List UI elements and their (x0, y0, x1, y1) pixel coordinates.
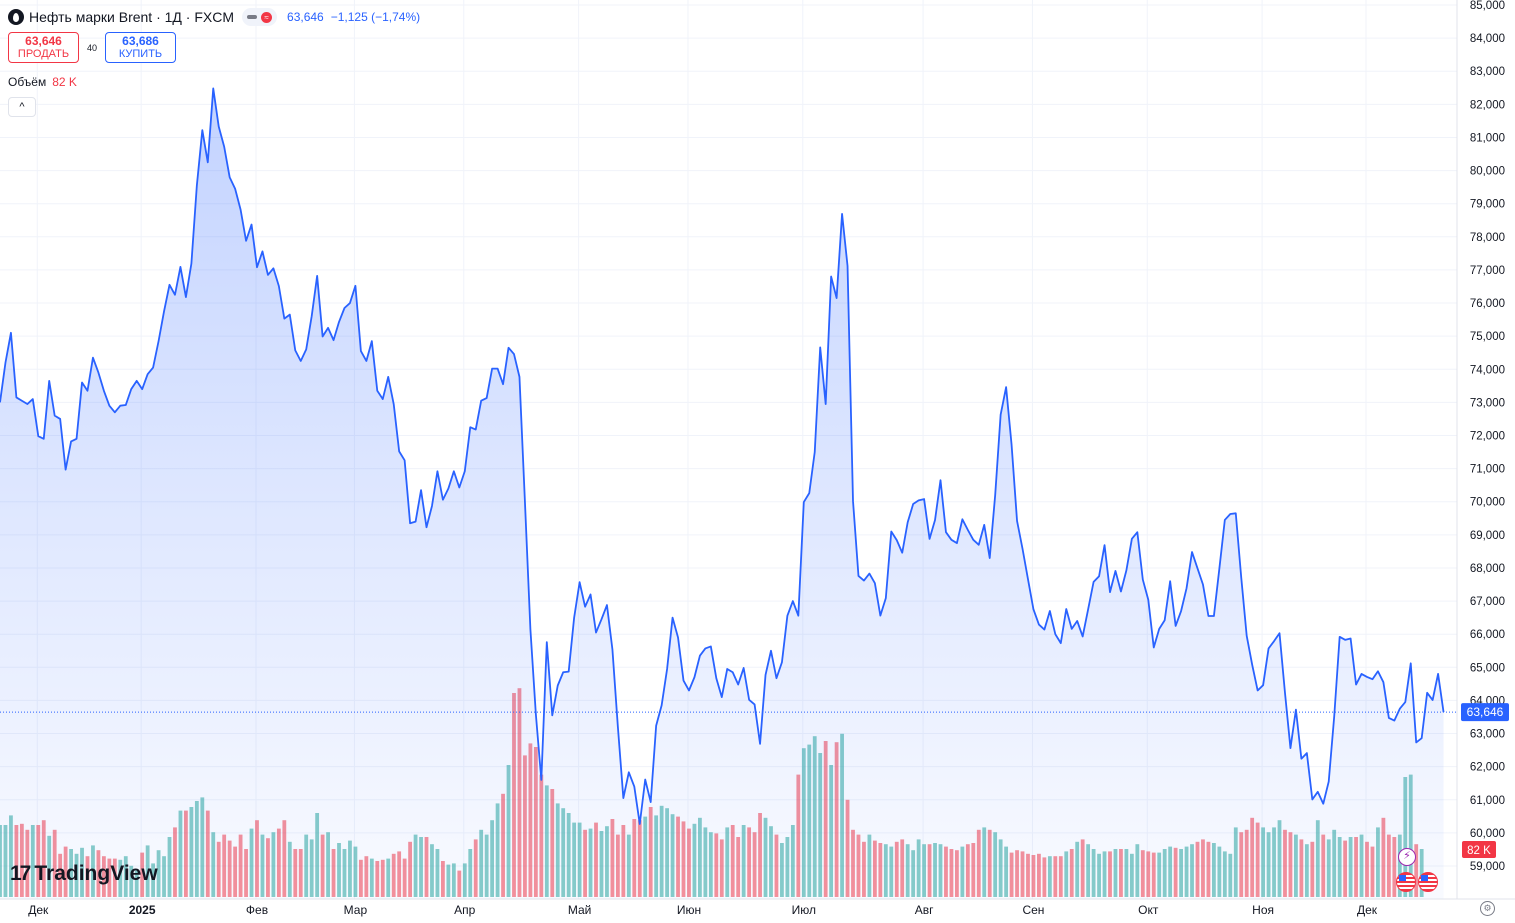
price-tick-label: 82,000 (1470, 99, 1505, 111)
price-tick-label: 78,000 (1470, 232, 1505, 244)
time-tick-label: Июн (677, 903, 701, 917)
price-tick-label: 80,000 (1470, 166, 1505, 178)
price-tick-label: 67,000 (1470, 596, 1505, 608)
price-tick-label: 79,000 (1470, 199, 1505, 211)
buy-label: КУПИТЬ (118, 47, 163, 60)
trade-panel: 63,646 ПРОДАТЬ 40 63,686 КУПИТЬ (8, 32, 176, 63)
price-tick-label: 71,000 (1470, 464, 1505, 476)
time-tick-label: Май (568, 903, 592, 917)
time-tick-label: 2025 (129, 903, 156, 917)
time-tick-label: Апр (454, 903, 476, 917)
price-axis-bg (1457, 0, 1515, 899)
us-flag-icon[interactable] (1396, 872, 1416, 892)
us-flag-icon[interactable] (1418, 872, 1438, 892)
price-tick-label: 76,000 (1470, 298, 1505, 310)
price-area (0, 87, 1445, 899)
price-tick-label: 69,000 (1470, 530, 1505, 542)
price-tick-label: 81,000 (1470, 132, 1505, 144)
price-tick-label: 84,000 (1470, 33, 1505, 45)
time-axis[interactable]: Дек 2025 Фев Мар Апр Май Июн Июл Авг Сен Окт Ноя Дек (28, 903, 1378, 917)
brand-name: TradingView (34, 862, 158, 885)
time-tick-label: Дек (1357, 903, 1378, 917)
event-badges: ⚡ (1396, 848, 1440, 896)
settings-icon[interactable]: ⚙ (1480, 901, 1495, 916)
volume-label: Объём (8, 75, 47, 89)
tradingview-logo-icon: 17 (10, 862, 31, 885)
price-tick-label: 63,000 (1470, 729, 1505, 741)
price-change: −1,125 (−1,74%) (330, 10, 421, 24)
time-tick-label: Ноя (1252, 903, 1274, 917)
time-tick-label: Дек (28, 903, 49, 917)
price-area-fill (0, 88, 1444, 899)
price-tick-label: 72,000 (1470, 431, 1505, 443)
volume-value: 82 K (52, 75, 77, 89)
price-tick-label: 74,000 (1470, 364, 1505, 376)
time-tick-label: Окт (1138, 903, 1159, 917)
price-tick-label: 70,000 (1470, 497, 1505, 509)
oil-drop-icon (8, 9, 24, 25)
time-tick-label: Фев (246, 903, 268, 917)
tradingview-logo[interactable]: 17 TradingView (10, 862, 158, 886)
time-tick-label: Мар (344, 903, 368, 917)
price-line[interactable] (0, 87, 1445, 825)
symbol-title[interactable]: Нефть марки Brent · 1Д · FXCM (29, 9, 235, 25)
last-price: 63,646 (287, 10, 324, 24)
price-tick-label: 68,000 (1470, 563, 1505, 575)
lightning-icon[interactable]: ⚡ (1398, 848, 1416, 866)
price-axis[interactable]: 59,00060,00061,00062,00063,00064,00065,0… (1470, 0, 1505, 873)
buy-price: 63,686 (122, 33, 159, 48)
spread-value: 40 (86, 42, 97, 53)
market-status-icon[interactable]: ≈ (242, 8, 278, 26)
buy-button[interactable]: 63,686 КУПИТЬ (105, 32, 176, 63)
volume-badge-label: 82 K (1467, 845, 1491, 857)
wave-icon: ≈ (261, 11, 273, 23)
price-tick-label: 65,000 (1470, 662, 1505, 674)
chevron-up-icon[interactable]: ^ (8, 97, 36, 117)
price-tick-label: 75,000 (1470, 331, 1505, 343)
sell-label: ПРОДАТЬ (17, 47, 70, 60)
price-tick-label: 85,000 (1470, 0, 1505, 12)
time-tick-label: Сен (1022, 903, 1044, 917)
price-tick-label: 59,000 (1470, 861, 1505, 873)
last-price-badge-label: 63,646 (1467, 705, 1504, 719)
sell-button[interactable]: 63,646 ПРОДАТЬ (8, 32, 79, 63)
volume-legend[interactable]: Объём 82 K (8, 75, 77, 89)
price-tick-label: 66,000 (1470, 629, 1505, 641)
status-dot-icon (247, 15, 258, 19)
price-tick-label: 73,000 (1470, 397, 1505, 409)
time-tick-label: Июл (792, 903, 816, 917)
axis-badges: 63,646 82 K (1461, 703, 1509, 858)
price-tick-label: 61,000 (1470, 795, 1505, 807)
chart-header: Нефть марки Brent · 1Д · FXCM ≈ 63,646 −… (8, 6, 420, 28)
last-price-badge (1461, 703, 1509, 722)
price-tick-label: 77,000 (1470, 265, 1505, 277)
volume-badge (1462, 841, 1496, 858)
price-tick-label: 83,000 (1470, 66, 1505, 78)
price-tick-label: 60,000 (1470, 828, 1505, 840)
price-tick-label: 62,000 (1470, 762, 1505, 774)
time-tick-label: Авг (915, 903, 934, 917)
sell-price: 63,646 (25, 33, 62, 48)
